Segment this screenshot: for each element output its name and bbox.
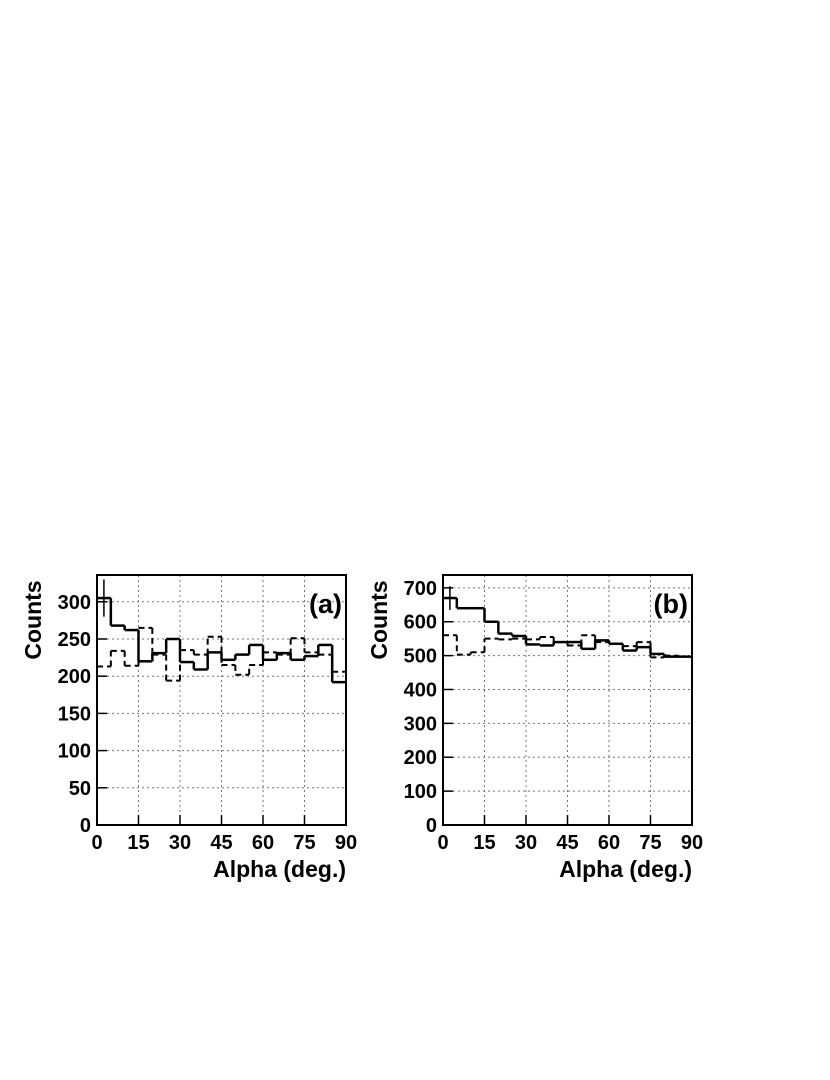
x-tick-label: 45 xyxy=(210,832,232,854)
y-tick-label: 600 xyxy=(404,612,437,634)
y-tick-label: 0 xyxy=(426,815,437,837)
panel-label: (b) xyxy=(654,589,688,619)
y-tick-label: 50 xyxy=(69,778,91,800)
y-tick-label: 200 xyxy=(404,747,437,769)
plot-frame xyxy=(442,574,693,826)
y-tick-label: 400 xyxy=(404,679,437,701)
y-tick-label: 700 xyxy=(404,578,437,600)
x-tick-label: 75 xyxy=(293,832,315,854)
y-tick-label: 300 xyxy=(58,592,91,614)
x-tick-label: 75 xyxy=(639,832,661,854)
y-tick-label: 0 xyxy=(80,815,91,837)
x-tick-label: 45 xyxy=(556,832,578,854)
y-tick-label: 250 xyxy=(58,629,91,651)
x-tick-label: 0 xyxy=(437,832,448,854)
y-tick-label: 150 xyxy=(58,703,91,725)
y-tick-label: 200 xyxy=(58,666,91,688)
y-axis-label: Counts xyxy=(366,580,392,659)
x-tick-label: 90 xyxy=(335,832,357,854)
x-tick-label: 0 xyxy=(91,832,102,854)
x-tick-label: 15 xyxy=(127,832,149,854)
x-tick-label: 90 xyxy=(681,832,703,854)
x-tick-label: 30 xyxy=(169,832,191,854)
x-tick-label: 15 xyxy=(473,832,495,854)
plot-frame xyxy=(96,574,347,826)
y-tick-label: 100 xyxy=(404,781,437,803)
x-tick-label: 30 xyxy=(515,832,537,854)
y-axis-label: Counts xyxy=(20,580,46,659)
panel-label: (a) xyxy=(309,589,342,619)
y-tick-label: 100 xyxy=(58,741,91,763)
x-axis-label: Alpha (deg.) xyxy=(559,856,692,882)
x-tick-label: 60 xyxy=(252,832,274,854)
y-tick-label: 300 xyxy=(404,713,437,735)
y-tick-label: 500 xyxy=(404,646,437,668)
x-tick-label: 60 xyxy=(598,832,620,854)
x-axis-label: Alpha (deg.) xyxy=(213,856,346,882)
